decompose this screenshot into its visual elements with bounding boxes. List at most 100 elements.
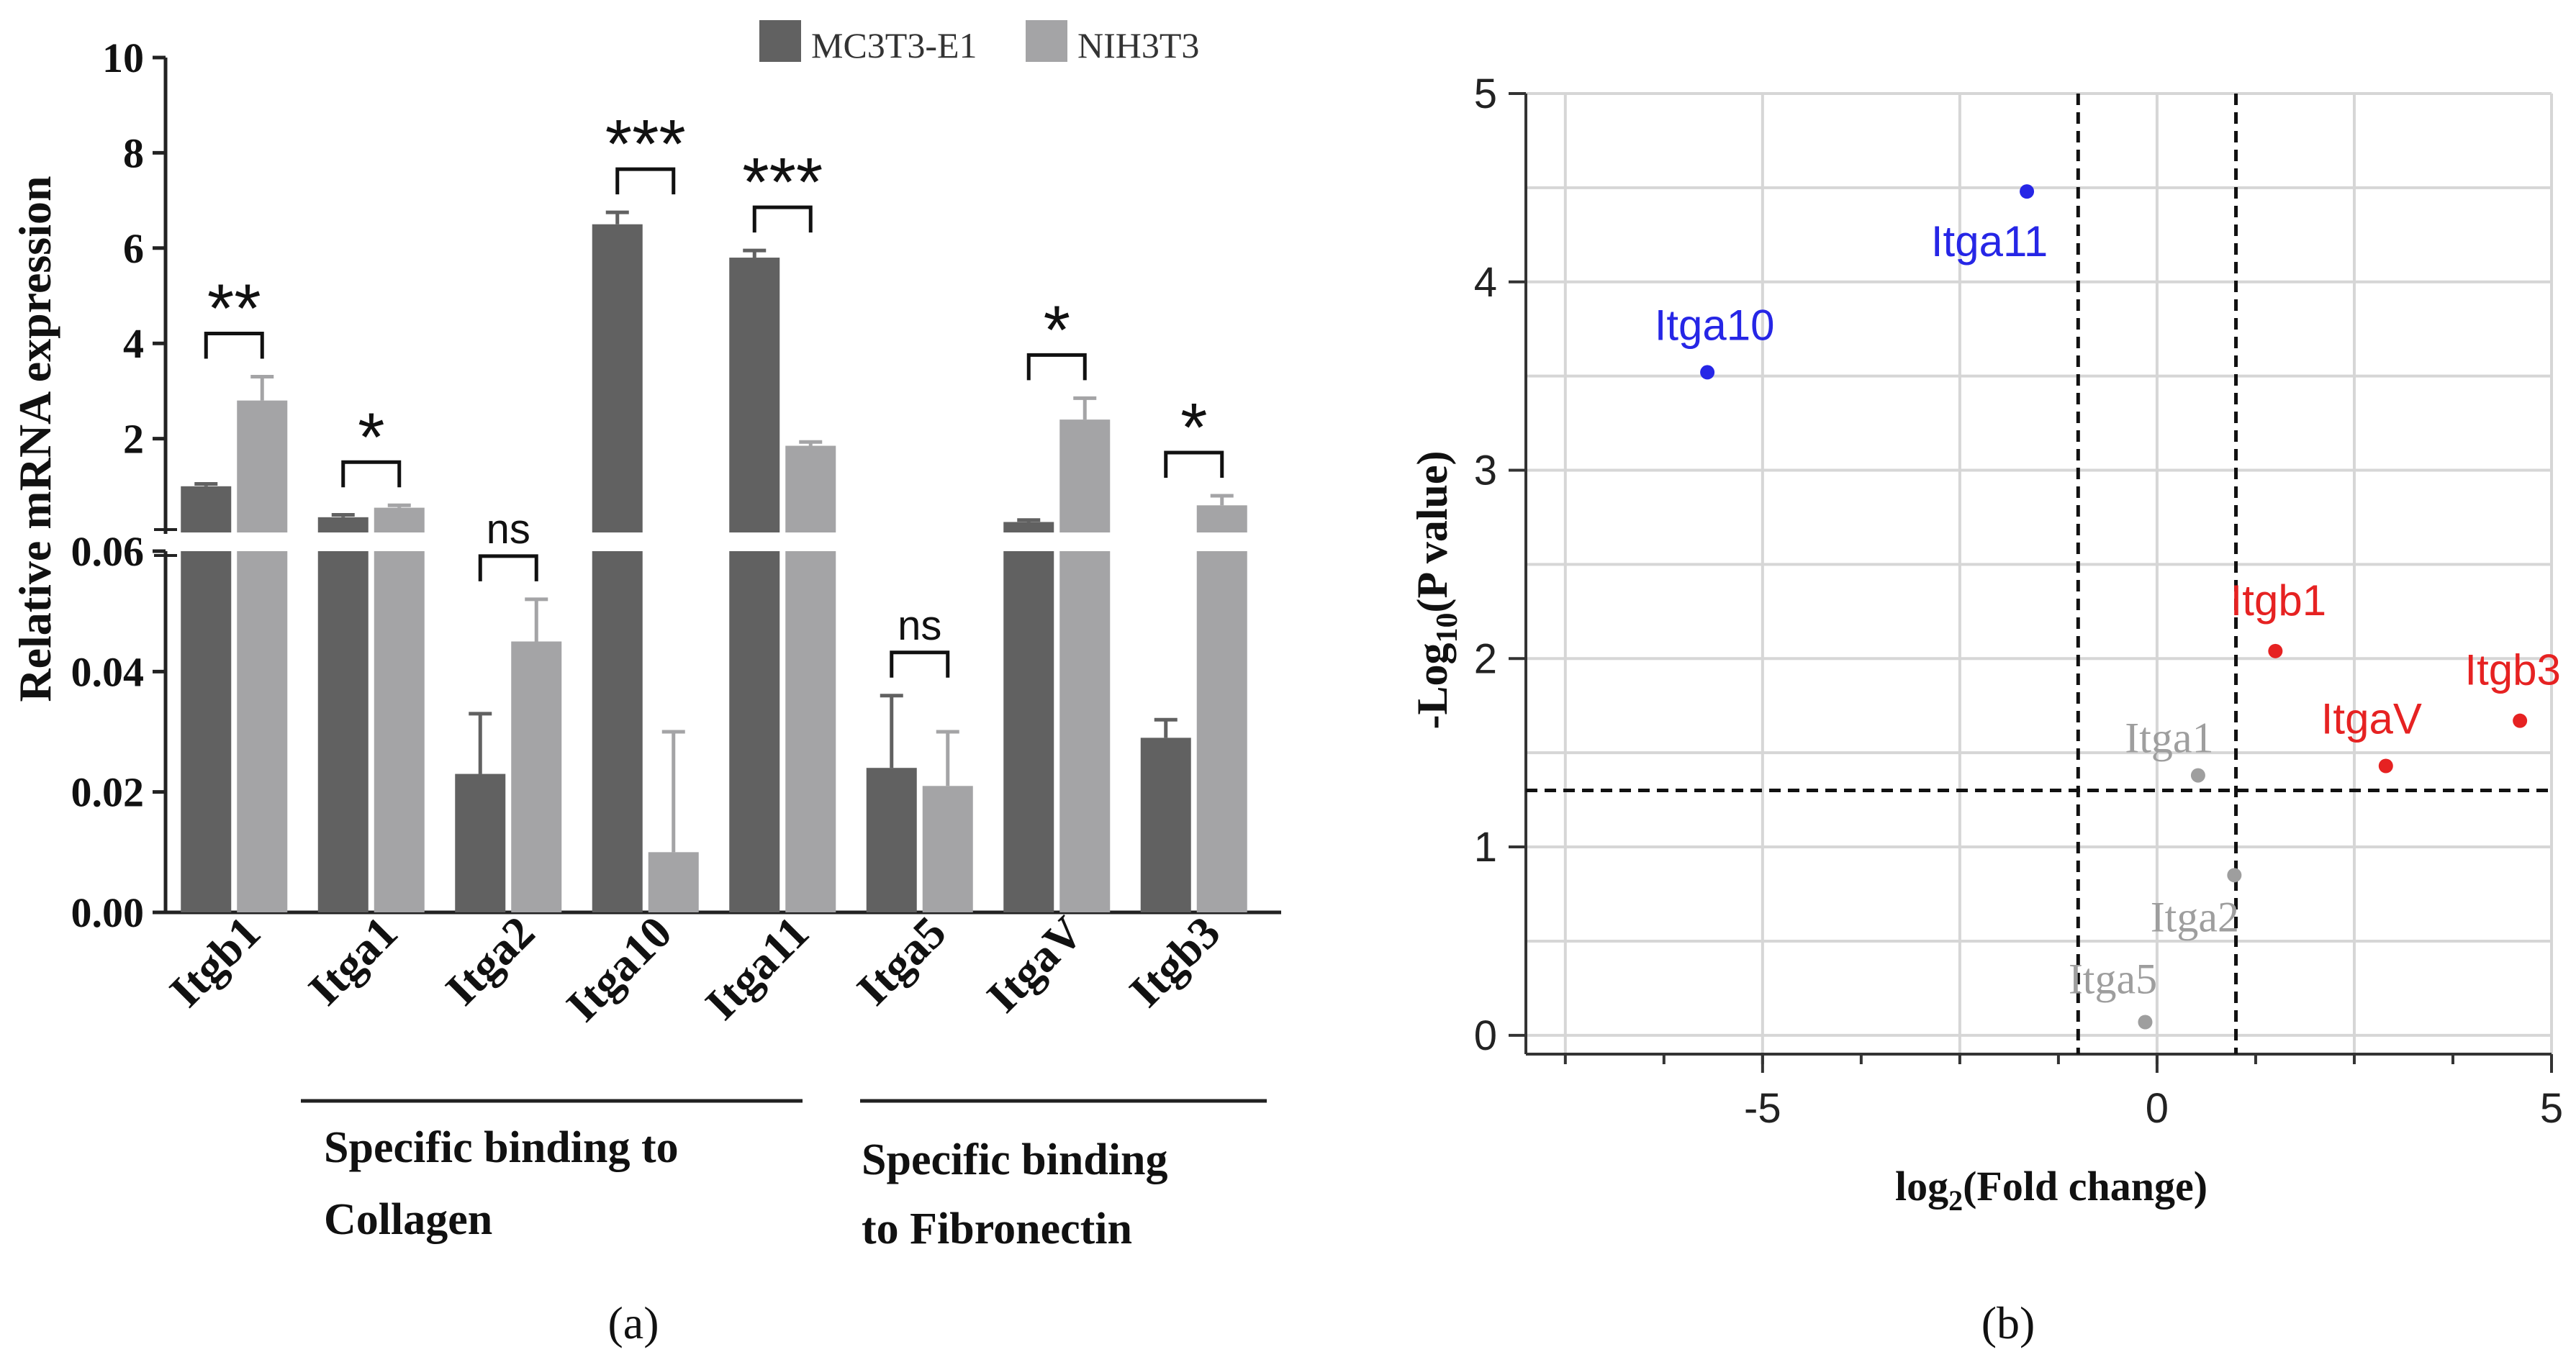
point-label-ItgaV: ItgaV bbox=[2321, 695, 2422, 743]
y-tick-label: 10 bbox=[102, 35, 144, 81]
significance-bracket-ItgaV bbox=[1026, 353, 1087, 381]
bar-Itga11-MC3T3-E1-upper bbox=[729, 258, 780, 532]
point-Itga11 bbox=[2020, 184, 2035, 199]
significance-bracket-Itga1 bbox=[341, 460, 402, 488]
bar-Itga5-MC3T3-E1 bbox=[866, 768, 917, 912]
x-tick-label: Itgb3 bbox=[1119, 907, 1229, 1017]
group-label-fibronectin-line1: Specific binding bbox=[862, 1135, 1168, 1184]
y-tick-label: 0.06 bbox=[71, 528, 145, 575]
point-label-Itga2: Itga2 bbox=[2151, 893, 2239, 940]
bar-Itgb3-NIH3T3-upper bbox=[1196, 505, 1247, 532]
panel-a-bar-chart: Itgb1 Itga1 Itga2 Itga10 Itga11 Itga5 ItgaV Itg… bbox=[9, 20, 1281, 1348]
y-tick-label-b: 3 bbox=[1474, 448, 1497, 494]
y-tick-label: 2 bbox=[123, 416, 144, 463]
significance-label-Itgb1: ** bbox=[207, 271, 261, 348]
bar-Itga2-NIH3T3 bbox=[511, 641, 562, 912]
y-tick-label-b: 4 bbox=[1474, 259, 1497, 306]
significance-bracket-Itgb1 bbox=[204, 332, 264, 359]
y-label-b-suffix: (P value) bbox=[1409, 451, 1456, 613]
bar-ItgaV-NIH3T3-lower bbox=[1059, 551, 1111, 912]
bar-Itgb3-NIH3T3-lower bbox=[1196, 551, 1247, 912]
x-tick-label: Itga10 bbox=[556, 907, 681, 1031]
bar-ItgaV-MC3T3-E1-upper bbox=[1003, 522, 1054, 532]
x-tick-label: Itga1 bbox=[299, 907, 407, 1015]
point-label-Itga5: Itga5 bbox=[2069, 956, 2157, 1003]
bar-Itgb3-MC3T3-E1 bbox=[1140, 738, 1191, 912]
significance-bracket-Itga10 bbox=[615, 167, 676, 195]
point-ItgaV bbox=[2378, 758, 2393, 774]
point-label-Itgb3: Itgb3 bbox=[2464, 646, 2560, 694]
legend-label-nih3t3: NIH3T3 bbox=[1077, 25, 1199, 65]
group-label-collagen-line1: Specific binding to bbox=[324, 1123, 679, 1172]
y-tick-label: 0.00 bbox=[71, 889, 145, 936]
significance-label-Itga2: ns bbox=[487, 506, 530, 553]
significance-label-Itga10: *** bbox=[605, 106, 686, 183]
bar-Itga1-MC3T3-E1-upper bbox=[317, 517, 369, 532]
bar-Itga1-MC3T3-E1-lower bbox=[317, 551, 369, 912]
x-tick-label: ItgaV bbox=[977, 907, 1093, 1022]
bar-Itga10-MC3T3-E1-lower bbox=[592, 551, 643, 912]
bar-Itgb1-NIH3T3-lower bbox=[237, 551, 288, 912]
legend-swatch-mc3t3 bbox=[759, 20, 801, 62]
panel-b-volcano-plot: -5 0 5 0 1 2 3 4 5 Itga11 Itga10 Itgb1 Itgb3 ItgaV It… bbox=[1409, 71, 2563, 1348]
significance-label-Itga5: ns bbox=[898, 602, 941, 649]
legend-label-mc3t3: MC3T3-E1 bbox=[811, 25, 977, 65]
significance-bracket-Itga11 bbox=[752, 205, 813, 233]
point-Itga1 bbox=[2190, 768, 2205, 783]
y-tick-label: 4 bbox=[123, 320, 144, 367]
legend-swatch-nih3t3 bbox=[1026, 20, 1067, 62]
panel-label-a: (a) bbox=[607, 1297, 659, 1348]
y-tick-label: 8 bbox=[123, 130, 144, 176]
y-tick-label: 0.02 bbox=[71, 769, 145, 816]
group-label-fibronectin-line2: to Fibronectin bbox=[862, 1205, 1132, 1253]
y-tick-label-b: 0 bbox=[1474, 1012, 1497, 1059]
group-label-collagen-line2: Collagen bbox=[324, 1195, 492, 1244]
bar-Itgb1-MC3T3-E1-upper bbox=[181, 486, 232, 532]
x-label-b-suffix: (Fold change) bbox=[1963, 1163, 2207, 1210]
bar-Itga10-MC3T3-E1-upper bbox=[592, 224, 643, 532]
y-axis-label: Relative mRNA expression bbox=[9, 176, 60, 702]
panel-label-b: (b) bbox=[1981, 1297, 2035, 1348]
x-label-b-prefix: log bbox=[1895, 1163, 1948, 1210]
bar-Itga11-NIH3T3-lower bbox=[785, 551, 836, 912]
x-tick-label: Itgb1 bbox=[160, 907, 270, 1017]
point-label-Itgb1: Itgb1 bbox=[2231, 576, 2326, 625]
bar-Itga10-NIH3T3 bbox=[648, 852, 699, 912]
y-label-b-sub: 10 bbox=[1431, 612, 1464, 643]
point-Itga2 bbox=[2227, 868, 2242, 883]
significance-label-ItgaV: * bbox=[1044, 291, 1070, 368]
bar-ItgaV-MC3T3-E1-lower bbox=[1003, 551, 1054, 912]
significance-label-Itga1: * bbox=[358, 399, 384, 476]
significance-bracket-Itga2 bbox=[478, 554, 538, 581]
significance-label-Itga11: *** bbox=[742, 144, 823, 221]
bar-Itgb1-NIH3T3-upper bbox=[237, 400, 288, 532]
bar-Itga5-NIH3T3 bbox=[922, 786, 973, 912]
y-tick-label-b: 5 bbox=[1474, 71, 1497, 117]
bar-ItgaV-NIH3T3-upper bbox=[1059, 419, 1111, 532]
point-Itga10 bbox=[1700, 365, 1715, 380]
y-axis-label-b: -Log10(P value) bbox=[1409, 451, 1464, 730]
significance-bracket-Itgb3 bbox=[1164, 450, 1224, 478]
point-Itga5 bbox=[2138, 1015, 2153, 1030]
y-tick-label-b: 2 bbox=[1474, 635, 1497, 682]
x-label-b-sub: 2 bbox=[1948, 1184, 1963, 1217]
x-tick-label: Itga2 bbox=[435, 907, 544, 1015]
bar-Itga1-NIH3T3-lower bbox=[374, 551, 425, 912]
y-tick-label: 0.04 bbox=[71, 648, 145, 695]
x-tick-label-b: 5 bbox=[2540, 1085, 2563, 1132]
point-Itgb1 bbox=[2268, 643, 2283, 658]
x-tick-label: Itga5 bbox=[847, 907, 956, 1015]
point-label-Itga11: Itga11 bbox=[1931, 217, 2048, 266]
bar-Itgb1-MC3T3-E1-lower bbox=[181, 551, 232, 912]
x-tick-label: Itga11 bbox=[695, 907, 818, 1030]
y-tick-label: 6 bbox=[123, 225, 144, 272]
point-Itgb3 bbox=[2513, 713, 2528, 728]
y-label-b-prefix: -Log bbox=[1409, 643, 1456, 729]
point-label-Itga10: Itga10 bbox=[1655, 301, 1775, 349]
x-tick-label-b: 0 bbox=[2146, 1085, 2169, 1132]
bar-Itga2-MC3T3-E1 bbox=[455, 774, 506, 912]
bar-Itga11-NIH3T3-upper bbox=[785, 445, 836, 532]
bar-Itga1-NIH3T3-upper bbox=[374, 507, 425, 532]
